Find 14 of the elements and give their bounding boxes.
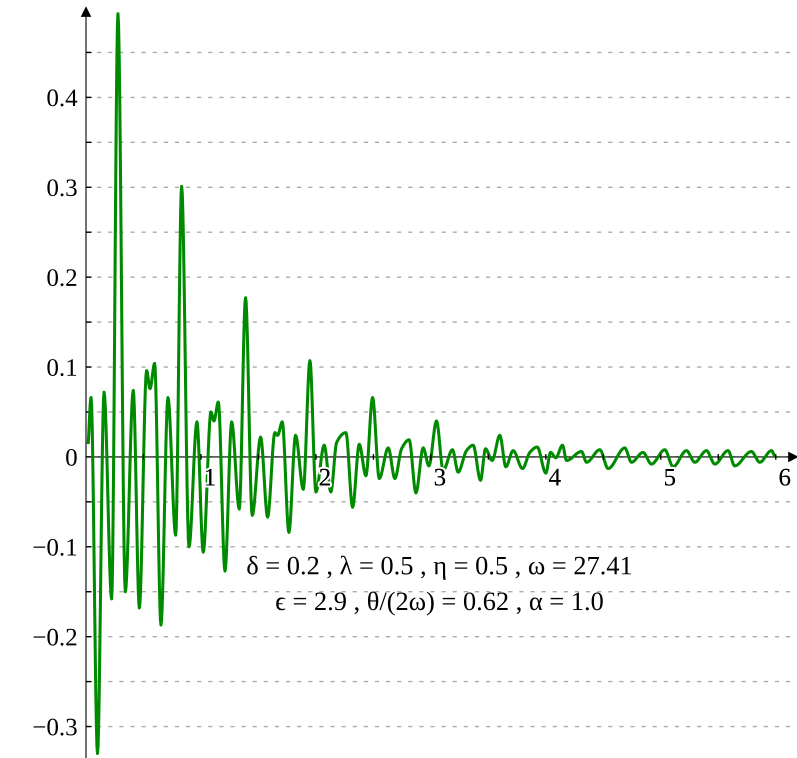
x-tick-label: 4: [549, 468, 561, 486]
x-tick-label: 6: [780, 468, 790, 486]
y-tick-label: 0.4: [47, 89, 78, 106]
y-tick-label: −0.2: [34, 628, 76, 646]
x-tick-label: 3: [434, 468, 446, 486]
annotation: ϵ = 2.9 , θ/(2ω) = 0.62 , α = 1.0: [276, 592, 603, 616]
y-tick-label: 0.2: [47, 269, 76, 286]
y-tick-label: 0.1: [47, 359, 76, 376]
x-tick-label: 5: [665, 468, 676, 486]
y-tick-label: −0.3: [34, 718, 77, 736]
y-tick-label: 0.3: [47, 179, 77, 196]
y-tick-label: 0: [66, 448, 77, 466]
annotation: δ = 0.2 , λ = 0.5 , η = 0.5 , ω = 27.41: [247, 556, 632, 580]
y-tick-label: −0.1: [34, 538, 76, 556]
